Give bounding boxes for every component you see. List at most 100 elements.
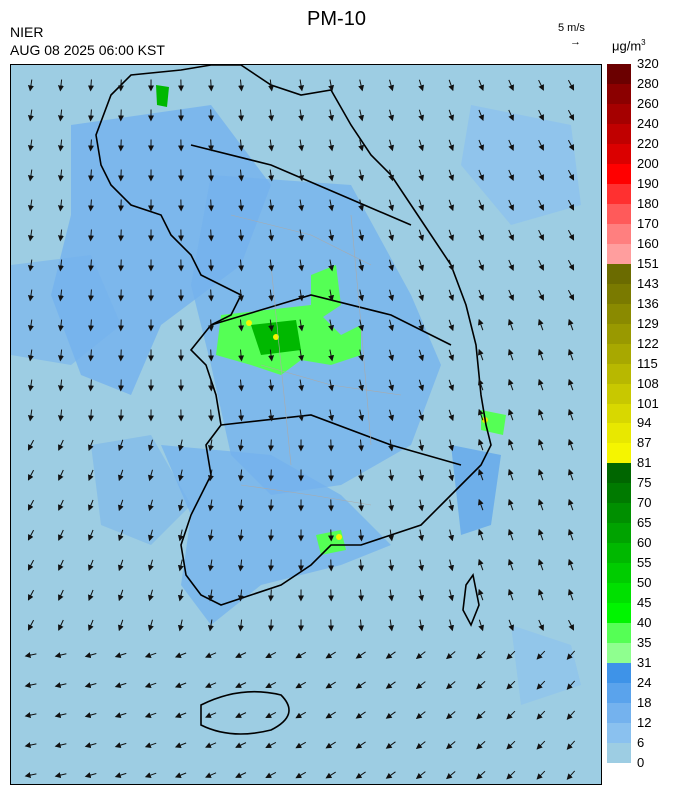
wind-vector bbox=[237, 469, 244, 482]
wind-vector bbox=[388, 499, 395, 512]
wind-vector bbox=[114, 712, 127, 719]
wind-vector bbox=[87, 139, 94, 152]
wind-vector bbox=[418, 229, 425, 242]
wind-vector bbox=[267, 619, 274, 632]
wind-vector bbox=[448, 139, 454, 152]
colorbar-tick-label: 220 bbox=[637, 135, 659, 151]
wind-vector bbox=[567, 139, 575, 151]
wind-vector bbox=[508, 79, 514, 91]
colorbar-tick-label: 65 bbox=[637, 515, 652, 531]
wind-vector bbox=[147, 529, 154, 542]
wind-vector bbox=[358, 529, 365, 542]
colorbar-tick-label: 50 bbox=[637, 575, 652, 591]
wind-vector bbox=[207, 499, 214, 512]
wind-vector bbox=[84, 682, 97, 689]
wind-vector bbox=[54, 712, 67, 719]
colorbar-tick-label: 40 bbox=[637, 615, 652, 631]
wind-vector bbox=[58, 619, 64, 631]
colorbar-tick-label: 160 bbox=[637, 235, 659, 251]
colorbar-cell bbox=[607, 483, 631, 504]
wind-vector bbox=[448, 349, 454, 362]
wind-vector bbox=[57, 109, 64, 122]
colorbar-tick-label: 240 bbox=[637, 115, 659, 131]
wind-vector bbox=[536, 710, 546, 720]
wind-vector bbox=[57, 229, 64, 242]
wind-vector bbox=[235, 772, 247, 778]
wind-vector bbox=[147, 439, 154, 452]
wind-vector bbox=[568, 558, 574, 571]
wind-vector bbox=[388, 319, 395, 332]
wind-vector bbox=[538, 259, 544, 271]
colorbar-cell bbox=[607, 64, 631, 85]
wind-vector bbox=[177, 589, 184, 602]
wind-vector bbox=[388, 169, 395, 182]
wind-vector bbox=[388, 349, 395, 362]
wind-vector bbox=[27, 379, 34, 392]
colorbar-tick-label: 35 bbox=[637, 635, 652, 651]
wind-vector bbox=[24, 682, 37, 689]
wind-vector bbox=[27, 139, 34, 152]
wind-vector bbox=[295, 681, 307, 689]
wind-vector bbox=[388, 229, 395, 242]
wind-vector bbox=[147, 589, 154, 602]
wind-vector bbox=[536, 650, 546, 660]
wind-vector bbox=[328, 169, 335, 182]
wind-vector bbox=[205, 652, 217, 658]
unit-exponent: 3 bbox=[641, 38, 646, 47]
wind-vector bbox=[27, 229, 34, 242]
wind-vector bbox=[237, 529, 244, 542]
wind-vector bbox=[385, 681, 396, 689]
wind-vector bbox=[208, 379, 215, 392]
colorbar-tick-label: 0 bbox=[637, 755, 645, 770]
wind-vector bbox=[298, 259, 305, 272]
wind-vector bbox=[358, 349, 365, 362]
wind-vector bbox=[358, 559, 365, 572]
wind-vector bbox=[147, 499, 154, 512]
wind-vector bbox=[54, 652, 67, 659]
wind-vector bbox=[568, 438, 574, 451]
wind-vector bbox=[268, 139, 275, 152]
wind-vector bbox=[87, 199, 94, 212]
wind-vector bbox=[174, 742, 187, 748]
colorbar-cell bbox=[607, 523, 631, 544]
colorbar-tick-label: 200 bbox=[637, 155, 659, 171]
colorbar-cell bbox=[607, 403, 631, 424]
wind-vector bbox=[506, 770, 516, 780]
wind-vector bbox=[325, 651, 336, 659]
wind-vector bbox=[538, 229, 544, 241]
colorbar-cell bbox=[607, 203, 631, 225]
wind-vector bbox=[114, 652, 127, 659]
wind-vector bbox=[117, 529, 124, 542]
agency-label: NIER bbox=[10, 24, 44, 40]
wind-vector bbox=[358, 469, 365, 482]
wind-vector bbox=[237, 439, 244, 452]
pm10-map bbox=[11, 65, 581, 780]
colorbar-tick-label: 31 bbox=[637, 655, 652, 671]
wind-vector bbox=[508, 318, 514, 331]
wind-vector bbox=[298, 349, 305, 362]
wind-vector bbox=[87, 259, 94, 272]
wind-vector bbox=[478, 558, 484, 571]
wind-vector bbox=[478, 318, 484, 331]
wind-vector bbox=[538, 79, 544, 91]
wind-vector bbox=[298, 409, 305, 422]
wind-vector bbox=[358, 379, 365, 392]
colorbar-tick-label: 151 bbox=[637, 255, 659, 271]
wind-vector bbox=[58, 469, 64, 481]
wind-vector bbox=[24, 772, 37, 779]
wind-vector bbox=[208, 199, 215, 212]
wind-vector bbox=[355, 771, 366, 779]
wind-vector bbox=[388, 379, 395, 392]
wind-vector bbox=[358, 319, 365, 332]
wind-vector bbox=[177, 499, 184, 512]
wind-vector bbox=[87, 109, 94, 122]
wind-vector bbox=[418, 439, 425, 452]
wind-vector bbox=[448, 169, 454, 182]
wind-vector bbox=[147, 559, 154, 572]
wind-vector bbox=[418, 379, 425, 392]
colorbar-cell bbox=[607, 343, 631, 365]
wind-vector bbox=[508, 259, 514, 271]
wind-vector bbox=[87, 319, 94, 332]
wind-vector bbox=[144, 682, 157, 688]
wind-vector bbox=[117, 439, 124, 452]
